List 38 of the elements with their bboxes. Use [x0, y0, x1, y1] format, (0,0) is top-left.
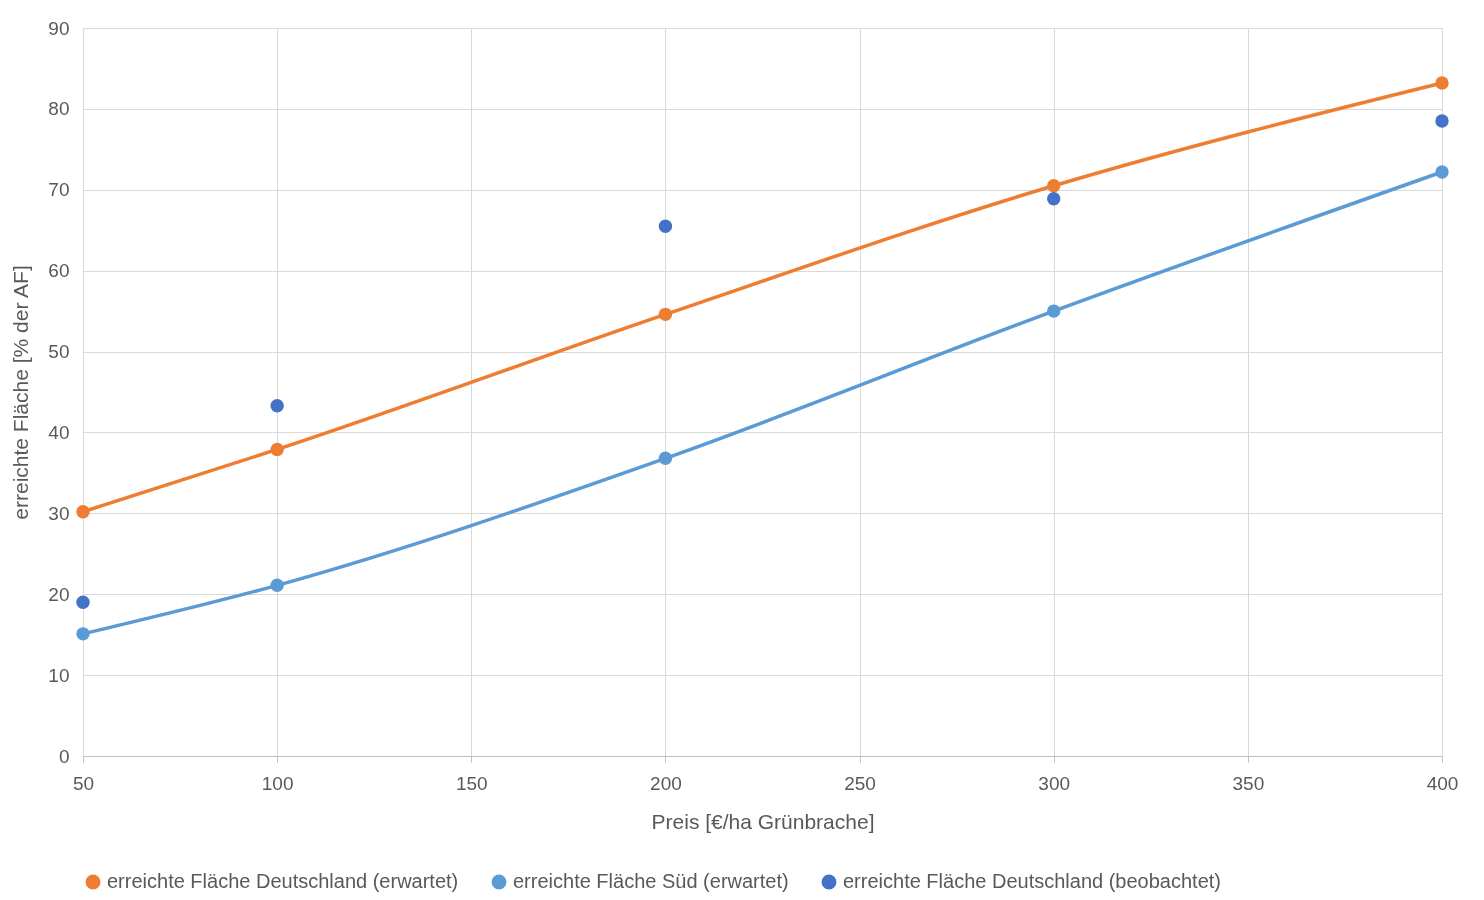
x-tick-label: 200 — [650, 772, 682, 794]
x-tick-label: 100 — [261, 772, 294, 794]
x-tick-label: 400 — [1426, 772, 1459, 794]
point — [1047, 179, 1061, 193]
y-axis-title: erreichte Fläche [% der AF] — [9, 265, 33, 520]
point — [76, 595, 90, 610]
x-tick-label: 250 — [844, 772, 876, 794]
point — [76, 505, 90, 519]
y-tick-label: 90 — [48, 17, 70, 39]
point — [1047, 304, 1061, 318]
point — [658, 451, 673, 466]
legend-label: erreichte Fläche Deutschland (erwartet) — [107, 870, 459, 892]
legend-label: erreichte Fläche Süd (erwartet) — [513, 870, 789, 892]
point — [1435, 165, 1449, 179]
x-tick-label: 350 — [1232, 772, 1265, 794]
point — [270, 442, 284, 457]
point — [1047, 191, 1061, 206]
y-tick-label: 40 — [48, 421, 70, 443]
y-tick-label: 30 — [48, 502, 70, 524]
y-tick-label: 80 — [48, 98, 70, 120]
point — [1435, 76, 1449, 90]
x-tick-label: 50 — [72, 772, 95, 794]
y-tick-label: 0 — [58, 745, 70, 767]
point — [76, 627, 90, 641]
x-tick-label: 150 — [455, 772, 488, 794]
x-axis-title: Preis [€/ha Grünbrache] — [651, 809, 875, 833]
y-tick-label: 50 — [48, 341, 70, 363]
x-tick-label: 300 — [1038, 772, 1071, 794]
y-tick-label: 70 — [48, 179, 70, 201]
point — [270, 399, 284, 413]
point — [658, 219, 673, 233]
y-tick-label: 10 — [48, 664, 70, 686]
point — [270, 578, 284, 593]
point — [1435, 114, 1449, 128]
point — [658, 307, 673, 322]
legend-label: erreichte Fläche Deutschland (beobachtet) — [843, 870, 1221, 892]
y-tick-label: 60 — [48, 260, 70, 282]
y-tick-label: 20 — [48, 583, 70, 605]
